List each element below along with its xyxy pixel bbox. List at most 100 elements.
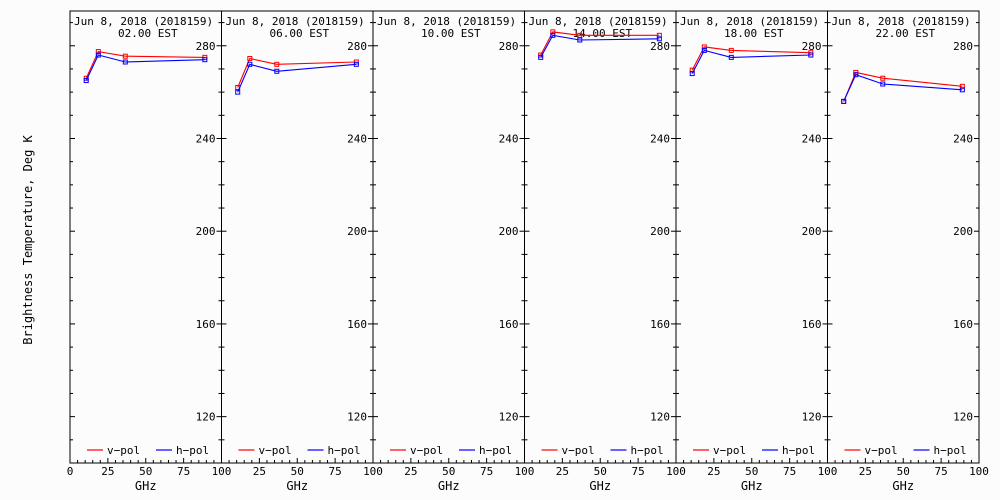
data-point-h-pol <box>853 72 859 78</box>
y-tick-label: 200 <box>953 225 973 238</box>
data-point-h-pol <box>353 61 359 67</box>
y-tick-label: 120 <box>802 411 822 424</box>
panel-title: Jun 8, 2018 (2018159) <box>832 15 971 28</box>
x-tick-label: 100 <box>969 465 989 478</box>
panel-time: 18.00 EST <box>724 27 784 40</box>
x-tick-label: 50 <box>291 465 304 478</box>
legend-v-pol-label: v−pol <box>107 444 140 457</box>
panel-5: Jun 8, 2018 (2018159)18.00 EST 120 160 200 2… <box>675 10 837 493</box>
panel-4: Jun 8, 2018 (2018159)14.00 EST 120 160 200 2… <box>524 10 686 493</box>
legend-h-pol-label: h−pol <box>328 444 361 457</box>
x-tick-label: 100 <box>515 465 535 478</box>
data-point-h-pol <box>235 89 241 95</box>
y-tick-label: 280 <box>650 40 670 53</box>
data-point-h-pol <box>550 32 556 38</box>
series-line-h-pol <box>85 54 205 81</box>
x-axis-label: GHz <box>135 479 157 493</box>
panel-time: 22.00 EST <box>876 27 936 40</box>
series-line-h-pol <box>843 74 963 102</box>
series-line-v-pol <box>540 31 660 56</box>
series-line-h-pol <box>540 34 660 58</box>
x-tick-label: 25 <box>404 465 417 478</box>
data-point-h-pol <box>728 54 734 60</box>
data-point-h-pol <box>577 37 583 43</box>
panel-3: Jun 8, 2018 (2018159)10.00 EST 120 160 200 2… <box>372 10 535 493</box>
x-tick-label: 50 <box>594 465 607 478</box>
y-tick-label: 200 <box>196 225 216 238</box>
x-axis-label: GHz <box>741 479 763 493</box>
panel-time: 14.00 EST <box>573 27 633 40</box>
data-point-v-pol <box>550 29 556 35</box>
x-tick-label: 25 <box>556 465 569 478</box>
data-point-h-pol <box>83 78 89 84</box>
series-line-v-pol <box>691 46 811 71</box>
data-point-v-pol <box>959 83 965 89</box>
y-tick-label: 280 <box>953 40 973 53</box>
y-tick-label: 120 <box>650 411 670 424</box>
data-point-h-pol <box>202 57 208 63</box>
legend-v-pol-label: v−pol <box>713 444 746 457</box>
series-line-h-pol <box>237 63 357 93</box>
y-tick-label: 280 <box>499 40 519 53</box>
x-tick-label: 75 <box>935 465 948 478</box>
x-tick-label: 75 <box>177 465 190 478</box>
y-tick-label: 160 <box>953 318 973 331</box>
data-point-h-pol <box>122 59 128 65</box>
y-tick-label: 120 <box>499 411 519 424</box>
y-tick-label: 200 <box>650 225 670 238</box>
x-tick-label: 75 <box>480 465 493 478</box>
x-axis-label: GHz <box>286 479 308 493</box>
legend-v-pol-label: v−pol <box>410 444 443 457</box>
x-tick-label: 75 <box>783 465 796 478</box>
data-point-h-pol <box>701 47 707 53</box>
y-tick-label: 200 <box>347 225 367 238</box>
y-tick-label: 160 <box>347 318 367 331</box>
data-point-h-pol <box>808 52 814 58</box>
panel-title: Jun 8, 2018 (2018159) <box>680 15 819 28</box>
data-point-v-pol <box>247 56 253 62</box>
x-tick-label: 0 <box>67 465 74 478</box>
x-tick-label: 50 <box>139 465 152 478</box>
legend-h-pol-label: h−pol <box>479 444 512 457</box>
data-point-v-pol <box>95 49 101 55</box>
data-point-h-pol <box>274 68 280 74</box>
legend-h-pol-label: h−pol <box>934 444 967 457</box>
data-point-h-pol <box>841 98 847 104</box>
panel-time: 06.00 EST <box>270 27 330 40</box>
data-point-h-pol <box>95 52 101 58</box>
x-tick-label: 100 <box>363 465 383 478</box>
panel-1: Jun 8, 2018 (2018159)02.00 EST 120 160 200 2… <box>67 10 232 493</box>
y-axis-label: Brightness Temperature, Deg K <box>21 134 35 344</box>
data-point-v-pol <box>728 47 734 53</box>
y-tick-label: 160 <box>499 318 519 331</box>
legend-v-pol-label: v−pol <box>865 444 898 457</box>
x-tick-label: 75 <box>329 465 342 478</box>
series-line-v-pol <box>237 57 357 88</box>
data-point-h-pol <box>689 71 695 77</box>
y-tick-label: 240 <box>347 132 367 145</box>
legend-h-pol-label: h−pol <box>782 444 815 457</box>
panel-title: Jun 8, 2018 (2018159) <box>529 15 668 28</box>
y-tick-label: 240 <box>802 132 822 145</box>
panel-time: 02.00 EST <box>118 27 178 40</box>
x-tick-label: 100 <box>212 465 232 478</box>
y-tick-label: 160 <box>802 318 822 331</box>
x-axis-label: GHz <box>892 479 914 493</box>
data-point-h-pol <box>959 87 965 93</box>
data-point-v-pol <box>701 44 707 50</box>
data-point-v-pol <box>656 32 662 38</box>
panel-title: Jun 8, 2018 (2018159) <box>74 15 213 28</box>
data-point-v-pol <box>274 61 280 67</box>
series-line-h-pol <box>691 49 811 74</box>
y-tick-label: 160 <box>196 318 216 331</box>
y-tick-label: 200 <box>499 225 519 238</box>
panel-time: 10.00 EST <box>421 27 481 40</box>
data-point-h-pol <box>656 36 662 42</box>
data-point-h-pol <box>538 54 544 60</box>
y-tick-label: 120 <box>347 411 367 424</box>
panel-title: Jun 8, 2018 (2018159) <box>226 15 365 28</box>
y-tick-label: 120 <box>196 411 216 424</box>
x-tick-label: 25 <box>253 465 266 478</box>
x-tick-label: 25 <box>859 465 872 478</box>
